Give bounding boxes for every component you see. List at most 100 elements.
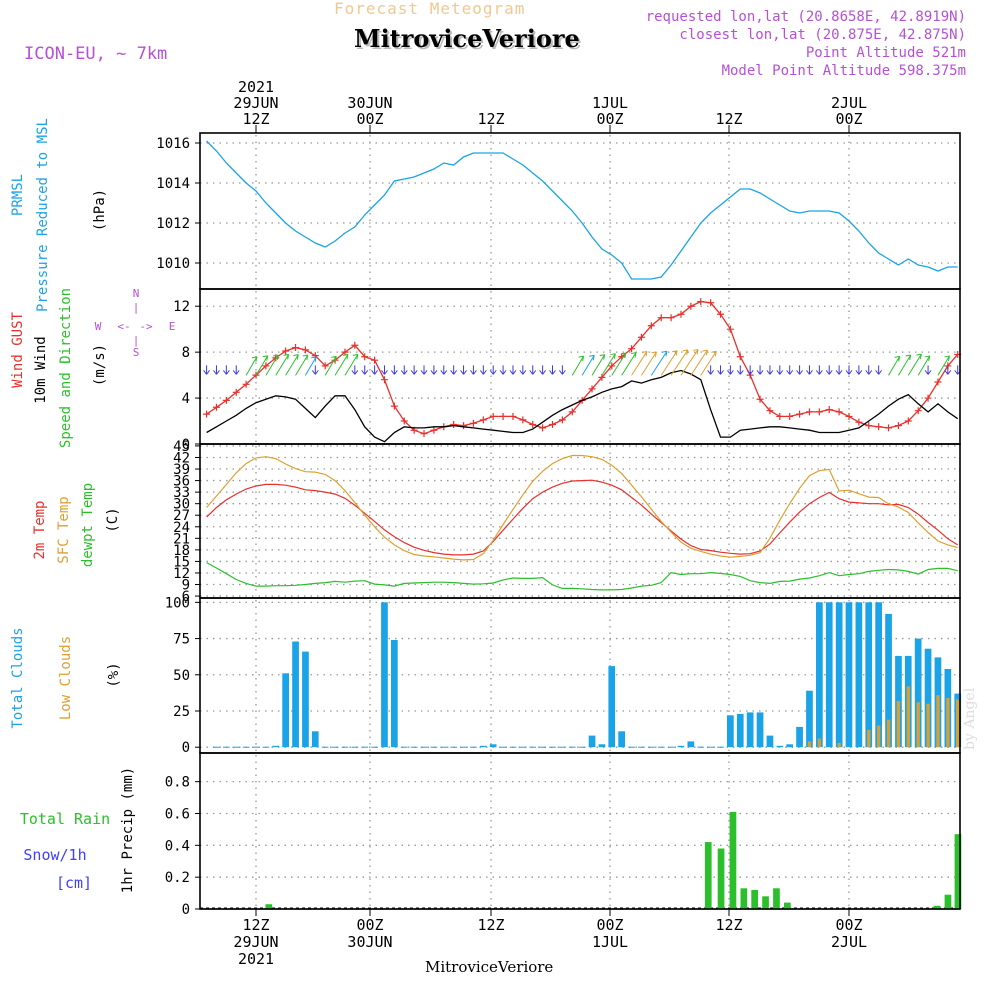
- wind-arrow-head: [232, 370, 240, 375]
- time-label-top: 00Z: [356, 110, 383, 128]
- rain-bar: [944, 894, 952, 909]
- time-label-bottom: 00Z: [596, 916, 623, 934]
- cloud-total-bar: [598, 744, 606, 748]
- gust-marker: [400, 417, 408, 425]
- wind-arrow-head: [489, 370, 497, 375]
- gust-marker: [430, 426, 438, 434]
- wind-arrow: [601, 353, 616, 376]
- ylabel-sfctemp: SFC Temp: [56, 496, 72, 563]
- ytick-label: 30: [173, 497, 190, 513]
- label-cm: [cm]: [56, 874, 92, 892]
- wind-arrow-head: [746, 370, 754, 375]
- time-label-bottom: 00Z: [356, 916, 383, 934]
- gust-marker: [825, 406, 833, 414]
- wind-arrow-head: [815, 370, 823, 375]
- rain-bar: [717, 848, 725, 909]
- gust-marker: [469, 419, 477, 427]
- gust-marker: [885, 424, 893, 432]
- gust-marker: [262, 362, 270, 370]
- ylabel-ms: (m/s): [92, 344, 108, 386]
- wind-arrow: [324, 356, 337, 376]
- time-label-bottom: 30JUN: [347, 933, 392, 951]
- wind-arrow-head: [351, 370, 359, 375]
- cloud-total-bar: [311, 731, 319, 748]
- wind-arrow-head: [641, 350, 648, 357]
- wind-arrow: [255, 355, 269, 376]
- rain-bar: [751, 889, 758, 909]
- wind-arrow-head: [311, 370, 319, 375]
- gust-marker: [420, 430, 428, 438]
- cloud-low-bar: [946, 698, 950, 748]
- closest-coords: closest lon,lat (20.875E, 42.875N): [679, 27, 966, 43]
- cloud-low-bar: [956, 699, 960, 748]
- cloud-total-bar: [727, 715, 734, 748]
- wind-arrow-head: [293, 354, 299, 360]
- compass-bar-top: |: [133, 301, 140, 314]
- gust-marker: [805, 408, 813, 416]
- wind-arrow-head: [589, 354, 595, 361]
- ytick-label: 42: [173, 450, 190, 466]
- cloud-low-bar: [807, 741, 812, 748]
- wind-arrow: [571, 355, 585, 376]
- wind-arrow: [680, 349, 699, 376]
- ytick-label: 75: [173, 632, 190, 648]
- ylabel-dewpt: dewpt Temp: [80, 483, 96, 567]
- wind-arrow: [660, 350, 678, 376]
- time-label-top: 00Z: [835, 110, 862, 128]
- gust-marker: [776, 412, 784, 420]
- wind-arrow-head: [509, 370, 517, 375]
- wind-arrow-head: [440, 370, 448, 375]
- gust-marker: [677, 310, 685, 318]
- gust-marker: [588, 385, 596, 393]
- ylabel-pct: (%): [106, 662, 122, 687]
- ytick-label: 4: [182, 391, 190, 407]
- wind-arrow-head: [420, 370, 428, 375]
- time-label-bottom: 12Z: [715, 916, 742, 934]
- cloud-total-bar: [756, 712, 764, 748]
- cloud-total-bar: [588, 735, 596, 748]
- gust-marker: [637, 333, 645, 341]
- ylabel-gust: Wind GUST: [10, 312, 26, 388]
- cloud-total-bar: [825, 602, 833, 748]
- wind-arrow-head: [302, 354, 309, 361]
- ytick-label: 0: [182, 902, 190, 918]
- gust-marker: [292, 344, 300, 352]
- ytick-label: 1012: [156, 216, 190, 232]
- time-label-bottom: 29JUN: [233, 933, 278, 951]
- wind-arrow-head: [806, 370, 813, 375]
- gust-marker: [282, 347, 290, 355]
- wind-arrow-head: [905, 354, 912, 361]
- ytick-label: 21: [173, 531, 190, 547]
- wind-arrow-head: [786, 370, 794, 375]
- gust-marker: [499, 412, 507, 420]
- wind-arrow: [285, 354, 299, 376]
- gust-marker: [479, 416, 487, 424]
- time-label-bottom: 12Z: [242, 916, 269, 934]
- wind-arrow: [334, 354, 349, 376]
- wind-arrow-head: [672, 350, 678, 356]
- gust-marker: [815, 408, 823, 416]
- cloud-total-bar: [391, 640, 398, 748]
- wind-arrow-head: [539, 370, 547, 375]
- wind-arrow: [700, 350, 717, 376]
- cloud-total-bar: [855, 602, 863, 748]
- model-name: ICON-EU, ~ 7km: [24, 44, 168, 64]
- time-label-top: 2021: [238, 78, 274, 96]
- cloud-low-bar: [926, 703, 930, 748]
- wind-arrow: [631, 351, 648, 376]
- cloud-total-bar: [282, 673, 289, 748]
- wind-arrow-head: [707, 370, 715, 375]
- wind-arrow: [888, 356, 901, 376]
- wind-arrow: [265, 354, 279, 376]
- wind-arrow-head: [331, 355, 337, 362]
- wind-arrow-head: [924, 370, 932, 375]
- ytick-label: 0.8: [165, 775, 190, 791]
- wind-arrow-head: [203, 370, 210, 375]
- wind-arrow: [670, 349, 689, 376]
- wind-arrow-head: [251, 356, 258, 362]
- rain-bar: [762, 896, 769, 909]
- gust-marker: [242, 380, 250, 388]
- ytick-label: 8: [182, 345, 190, 361]
- cloud-total-bar: [924, 648, 932, 748]
- wind-arrow-head: [756, 370, 764, 375]
